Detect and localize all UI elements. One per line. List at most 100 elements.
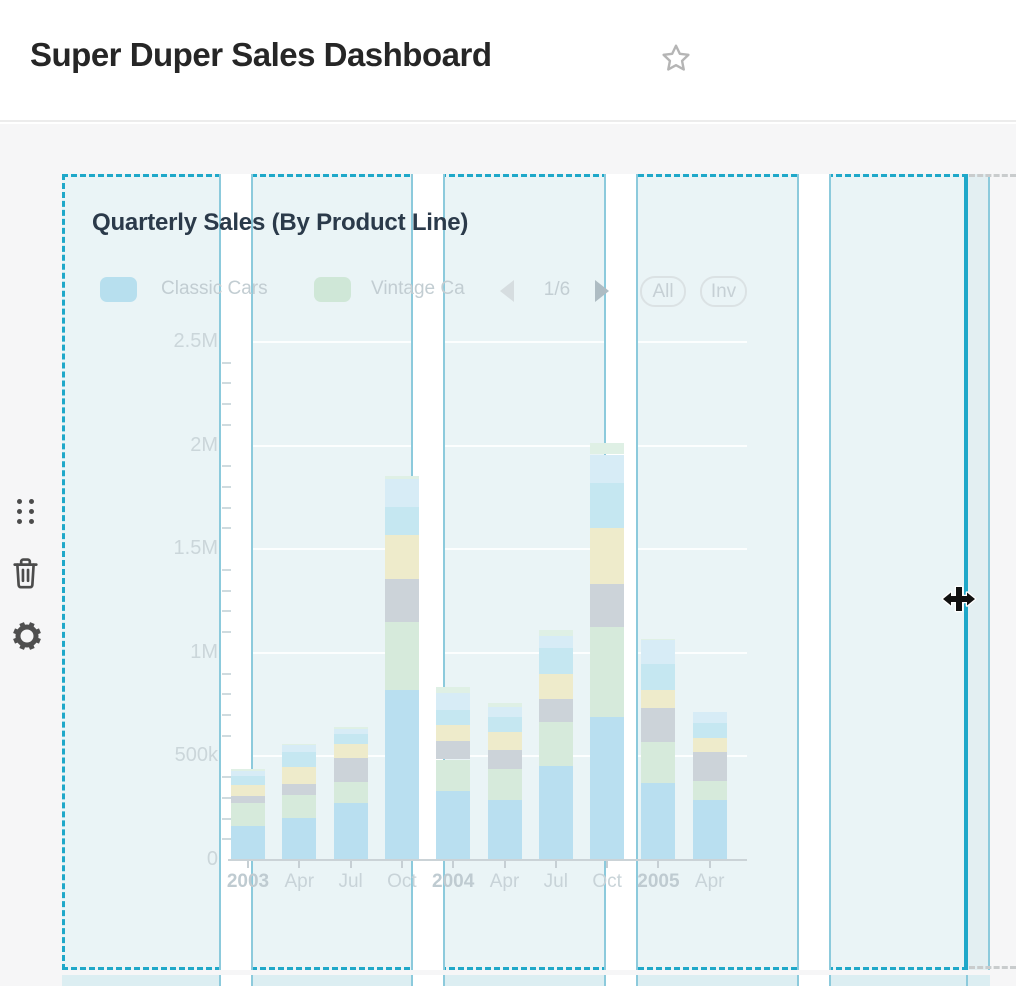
bar-segment[interactable] — [384, 475, 419, 479]
bar-segment[interactable] — [282, 766, 317, 784]
x-axis-tick-label: 2003 — [226, 871, 270, 892]
bar-segment[interactable] — [282, 783, 317, 795]
x-axis-tick — [349, 861, 352, 868]
bar-segment[interactable] — [384, 534, 419, 580]
grid-gutter — [797, 975, 831, 986]
chevron-right-icon[interactable] — [595, 280, 609, 302]
bar-segment[interactable] — [692, 799, 727, 860]
bar-segment[interactable] — [282, 752, 317, 767]
trash-icon[interactable] — [10, 556, 41, 594]
bar-segment[interactable] — [538, 722, 573, 766]
bar-segment[interactable] — [231, 768, 265, 771]
bar-segment[interactable] — [641, 663, 676, 690]
bar-segment[interactable] — [590, 527, 625, 584]
bar-segment[interactable] — [590, 482, 625, 528]
bar-segment[interactable] — [487, 702, 522, 707]
bar-segment[interactable] — [692, 711, 727, 724]
bar-segment[interactable] — [231, 770, 265, 776]
grid-gutter — [797, 174, 831, 970]
y-axis-minor-tick — [222, 734, 231, 737]
bar-segment[interactable] — [538, 698, 573, 723]
bar-segment[interactable] — [641, 638, 676, 640]
bar-segment[interactable] — [436, 741, 471, 760]
x-axis-tick-label: Jul — [543, 871, 568, 892]
legend-inverse-button[interactable]: Inv — [700, 276, 747, 307]
bar-segment[interactable] — [333, 782, 368, 803]
bar-segment[interactable] — [487, 706, 522, 718]
bar-segment[interactable] — [641, 639, 676, 664]
x-axis-tick-label: Oct — [592, 871, 622, 892]
bar-segment[interactable] — [692, 723, 727, 739]
y-axis-tick-label: 2.5M — [173, 330, 218, 352]
bar-segment[interactable] — [384, 579, 419, 622]
bar-segment[interactable] — [384, 689, 419, 860]
bar-segment[interactable] — [487, 717, 522, 732]
bar-segment[interactable] — [538, 673, 573, 699]
bar-segment[interactable] — [333, 728, 368, 734]
bar-segment[interactable] — [231, 826, 265, 860]
bar-segment[interactable] — [641, 689, 676, 708]
bar-segment[interactable] — [282, 745, 317, 753]
bar-segment[interactable] — [538, 765, 573, 860]
x-axis-tick — [708, 861, 711, 868]
bar-segment[interactable] — [641, 707, 676, 742]
bar-segment[interactable] — [590, 626, 625, 718]
legend-swatch-classic-cars[interactable] — [100, 277, 137, 302]
bar-segment[interactable] — [590, 583, 625, 627]
gear-icon[interactable] — [11, 620, 43, 657]
bar-segment[interactable] — [231, 803, 265, 826]
x-axis-tick-label: Jul — [338, 871, 363, 892]
bar-segment[interactable] — [333, 744, 368, 759]
bar-segment[interactable] — [282, 743, 317, 745]
y-axis-minor-tick — [222, 403, 231, 406]
legend-label-classic-cars[interactable]: Classic Cars — [161, 278, 268, 299]
legend-swatch-vintage-cars[interactable] — [314, 277, 351, 302]
bar-segment[interactable] — [231, 784, 265, 796]
bar-segment[interactable] — [692, 738, 727, 753]
bar-segment[interactable] — [692, 752, 727, 781]
bar-segment[interactable] — [436, 790, 471, 860]
drag-handle-icon[interactable] — [17, 499, 35, 524]
bar-segment[interactable] — [487, 731, 522, 751]
bar-segment[interactable] — [333, 726, 368, 729]
bar-segment[interactable] — [333, 758, 368, 783]
bar-segment[interactable] — [538, 636, 573, 648]
resize-handle-right[interactable] — [964, 174, 968, 970]
bar-segment[interactable] — [487, 799, 522, 860]
bar-segment[interactable] — [538, 630, 573, 637]
bar-segment[interactable] — [282, 794, 317, 818]
bar-segment[interactable] — [384, 621, 419, 690]
bar-segment[interactable] — [282, 817, 317, 860]
x-axis-tick-label: Apr — [694, 871, 725, 892]
bar-segment[interactable] — [590, 717, 625, 860]
bar-segment[interactable] — [538, 647, 573, 674]
bar-segment[interactable] — [333, 733, 368, 745]
bar-segment[interactable] — [231, 775, 265, 785]
bar-segment[interactable] — [384, 506, 419, 535]
gridline — [228, 548, 747, 551]
y-axis-minor-tick — [222, 465, 231, 468]
bar-segment[interactable] — [384, 478, 419, 507]
bar-segment[interactable] — [487, 750, 522, 769]
bar-segment[interactable] — [590, 454, 625, 483]
chart-card[interactable]: Quarterly Sales (By Product Line) Classi… — [62, 174, 968, 970]
bar-segment[interactable] — [436, 759, 471, 791]
bar-segment[interactable] — [641, 741, 676, 784]
y-axis-minor-tick — [222, 506, 231, 509]
grid-column-line — [966, 975, 968, 986]
bar-segment[interactable] — [641, 783, 676, 860]
bar-segment[interactable] — [333, 803, 368, 860]
bar-segment[interactable] — [231, 795, 265, 803]
bar-segment[interactable] — [487, 768, 522, 800]
bar-segment[interactable] — [436, 724, 471, 742]
bar-segment[interactable] — [436, 692, 471, 710]
star-outline-icon[interactable] — [660, 42, 692, 79]
bar-segment[interactable] — [590, 442, 625, 455]
bar-segment[interactable] — [436, 709, 471, 725]
chevron-left-icon[interactable] — [500, 280, 514, 302]
legend-all-button[interactable]: All — [640, 276, 686, 307]
legend-label-vintage-cars[interactable]: Vintage Ca — [371, 278, 465, 299]
bar-segment[interactable] — [692, 780, 727, 800]
bar-segment[interactable] — [436, 687, 471, 693]
